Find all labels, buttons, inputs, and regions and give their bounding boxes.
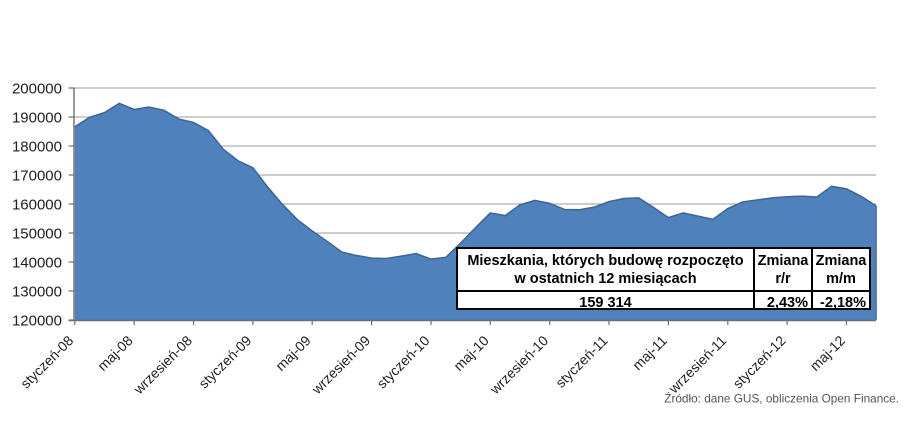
svg-text:170000: 170000 [12,168,62,185]
svg-text:160000: 160000 [12,197,62,214]
svg-text:styczeń-09: styczeń-09 [195,332,254,391]
svg-text:styczeń-12: styczeń-12 [730,332,789,391]
svg-text:maj-11: maj-11 [629,332,670,373]
svg-text:maj-08: maj-08 [94,332,136,374]
svg-text:150000: 150000 [12,226,62,243]
svg-text:maj-10: maj-10 [450,332,492,374]
svg-text:180000: 180000 [12,139,62,156]
svg-text:200000: 200000 [12,81,62,98]
svg-text:wrzesień-08: wrzesień-08 [130,332,196,398]
svg-text:maj-09: maj-09 [272,332,314,374]
svg-text:wrzesień-11: wrzesień-11 [665,332,730,397]
svg-text:130000: 130000 [12,284,62,301]
svg-text:styczeń-11: styczeń-11 [552,332,611,391]
svg-text:styczeń-08: styczeń-08 [17,332,76,391]
svg-text:wrzesień-10: wrzesień-10 [486,332,552,398]
svg-text:wrzesień-09: wrzesień-09 [308,332,374,398]
svg-text:maj-12: maj-12 [807,332,849,374]
svg-text:140000: 140000 [12,255,62,272]
svg-text:Źródło: dane GUS, obliczenia O: Źródło: dane GUS, obliczenia Open Financ… [664,392,899,406]
svg-text:120000: 120000 [12,313,62,330]
svg-text:styczeń-10: styczeń-10 [373,332,432,391]
svg-text:190000: 190000 [12,110,62,127]
